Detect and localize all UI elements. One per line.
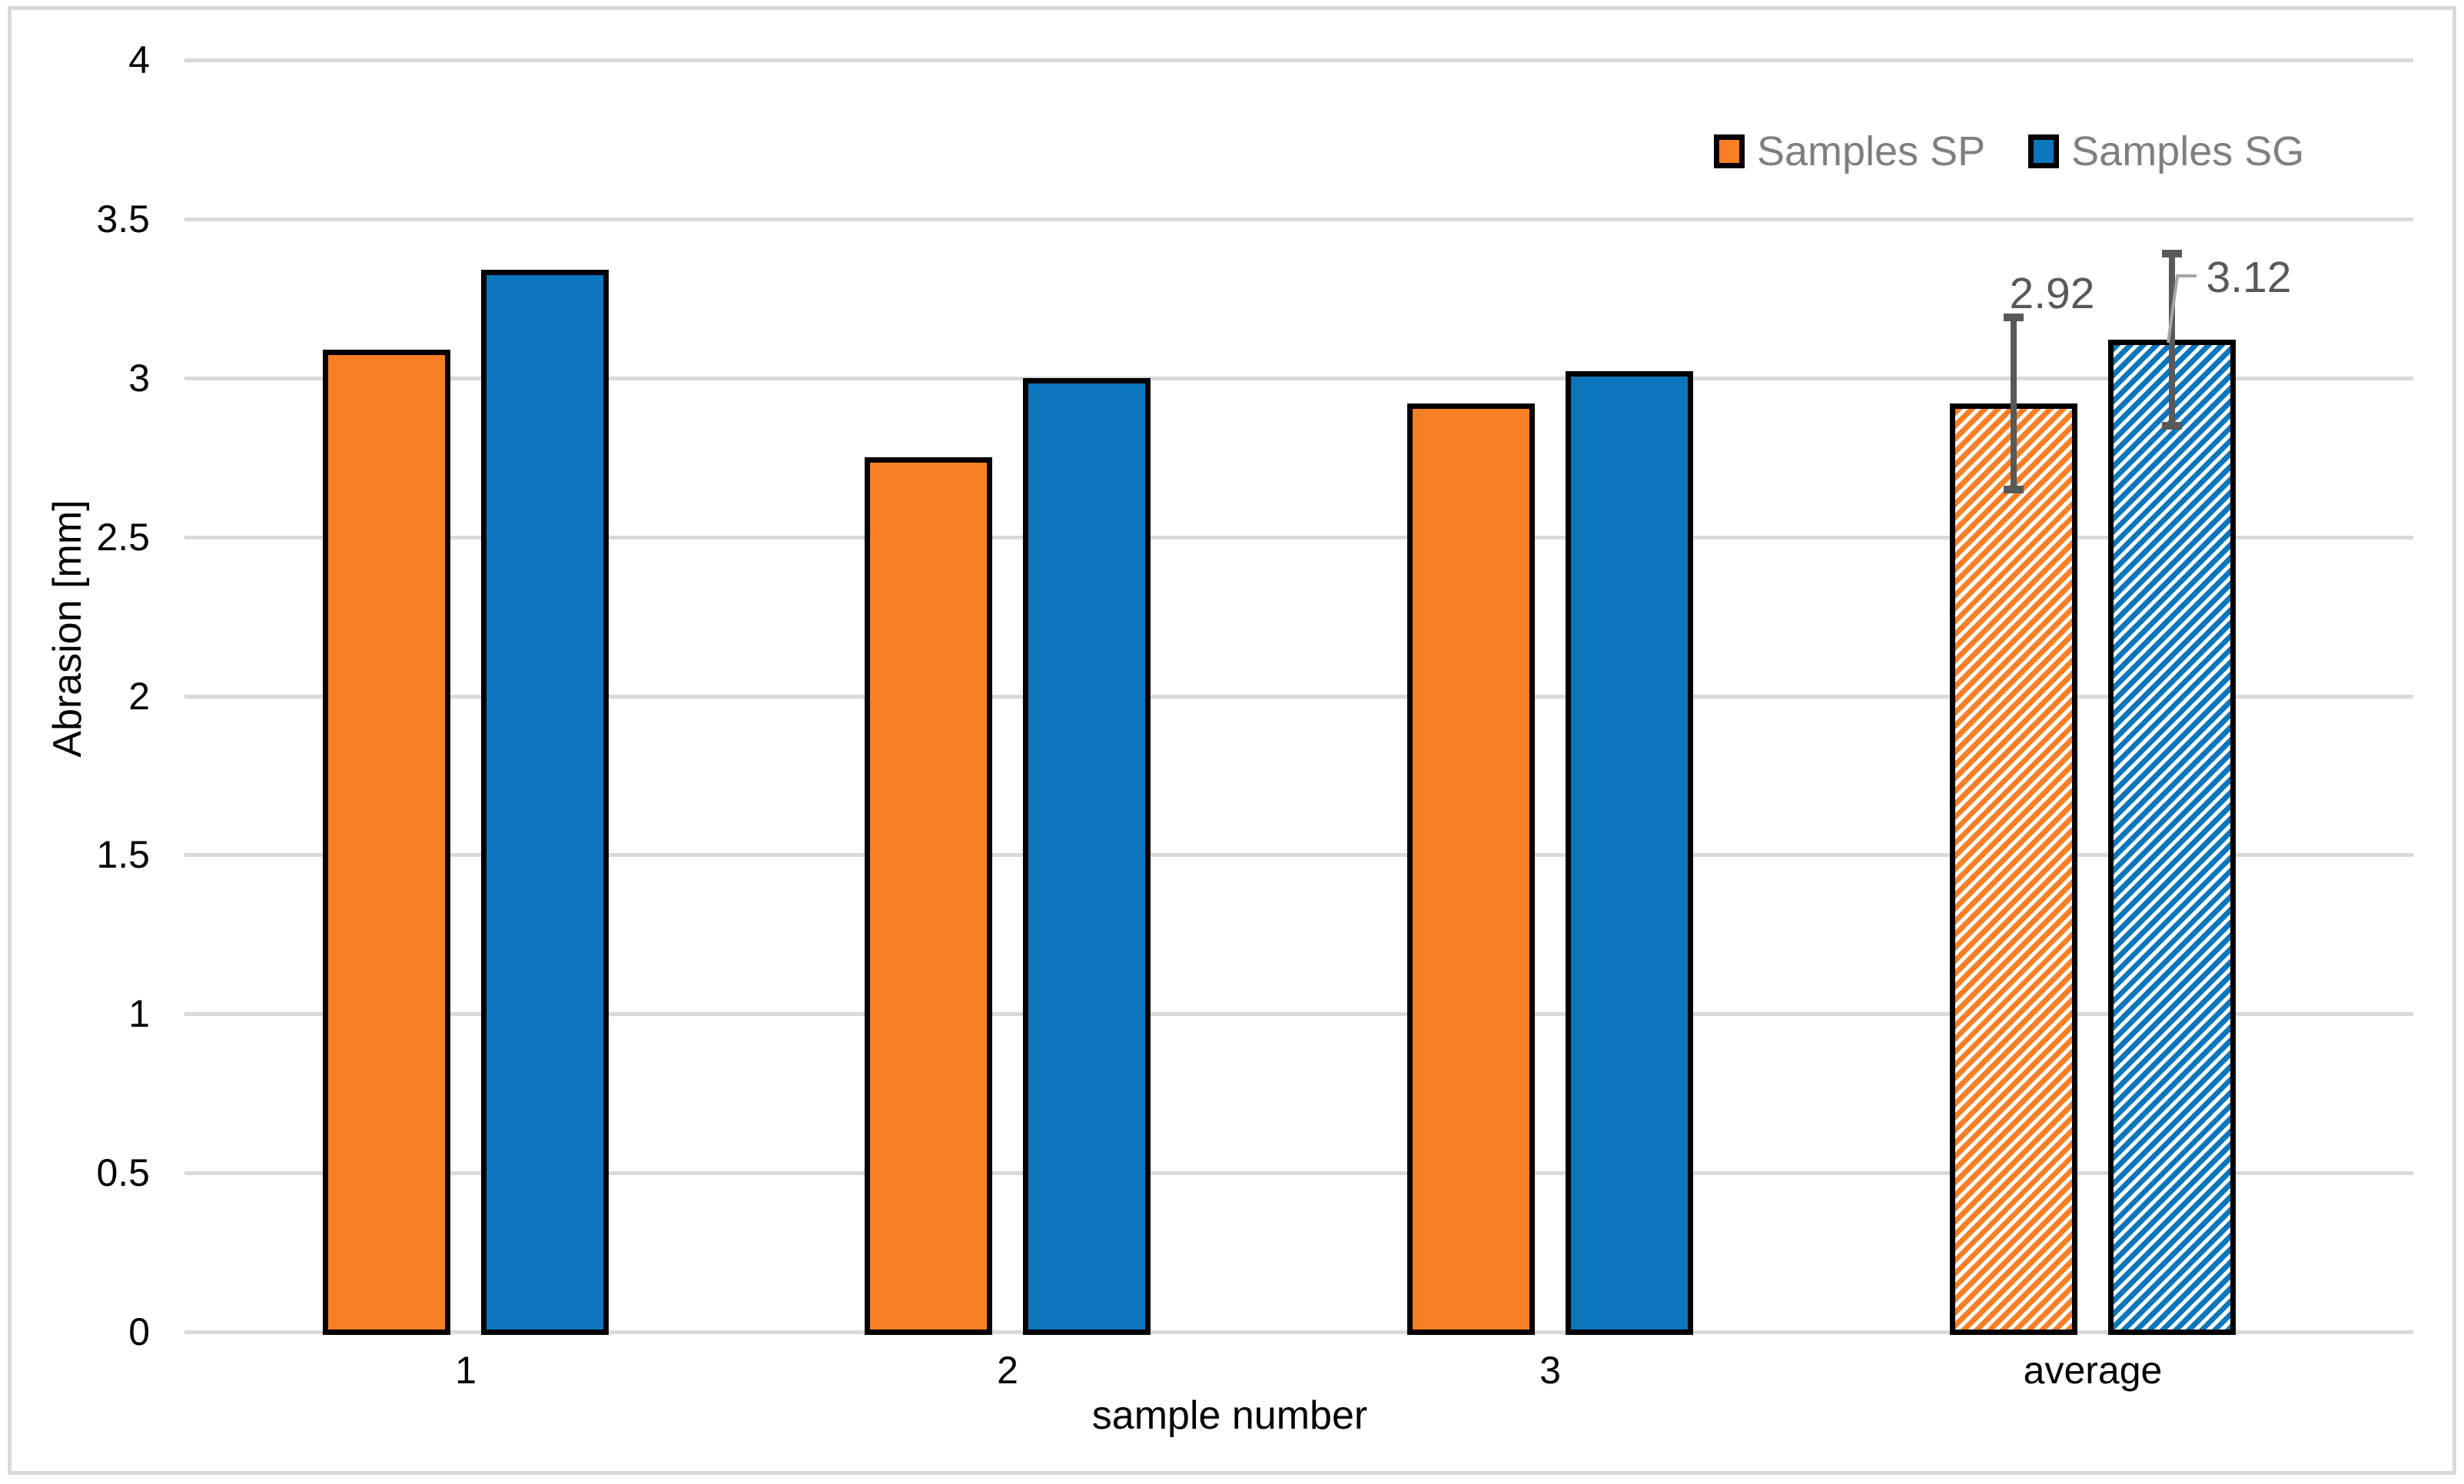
- y-gridline: [184, 535, 2413, 539]
- bar-samples-sg-3: [1566, 371, 1693, 1335]
- legend-swatch-samples-sp: [1714, 134, 1745, 168]
- y-axis-title: Abrasion [mm]: [45, 500, 90, 758]
- y-tick-label: 1: [128, 992, 150, 1036]
- bar-samples-sp-1: [323, 349, 450, 1335]
- y-tick-label: 2: [128, 674, 150, 718]
- bar-samples-sg-1: [481, 270, 609, 1335]
- error-bar-line: [2169, 254, 2175, 426]
- error-bar-line: [2011, 317, 2017, 490]
- y-tick-label: 0.5: [96, 1151, 150, 1195]
- data-label-3.12: 3.12: [2206, 253, 2292, 302]
- y-tick-label: 0: [128, 1310, 150, 1353]
- error-bar-cap-top: [2162, 250, 2182, 258]
- y-gridline: [184, 217, 2413, 221]
- bar-samples-sp-3: [1407, 403, 1535, 1335]
- legend-label-samples-sp: Samples SP: [1757, 128, 1986, 174]
- data-label-2.92: 2.92: [2009, 269, 2095, 318]
- y-gridline: [184, 694, 2413, 699]
- bar-samples-sp-average: [1950, 403, 2077, 1335]
- bar-samples-sp-2: [865, 457, 992, 1335]
- y-gridline: [184, 853, 2413, 858]
- legend-swatch-samples-sg: [2028, 134, 2060, 168]
- y-tick-label: 3: [128, 356, 150, 400]
- y-gridline: [184, 1012, 2413, 1017]
- bar-samples-sg-2: [1023, 377, 1151, 1335]
- bar-samples-sg-average: [2108, 340, 2236, 1335]
- legend-item-samples-sg: Samples SG: [2028, 128, 2304, 175]
- error-bar-cap-bottom: [2162, 421, 2182, 430]
- error-bar-cap-bottom: [2004, 485, 2024, 493]
- y-gridline: [184, 1330, 2413, 1334]
- y-gridline: [184, 1171, 2413, 1176]
- legend-item-samples-sp: Samples SP: [1714, 128, 1985, 175]
- error-bar-cap-top: [2004, 314, 2024, 322]
- legend-label-samples-sg: Samples SG: [2071, 128, 2305, 174]
- x-category-label: 1: [455, 1349, 477, 1392]
- x-category-label: 3: [1539, 1349, 1561, 1392]
- y-tick-label: 3.5: [96, 197, 150, 241]
- x-axis-title: sample number: [1091, 1393, 1368, 1438]
- y-tick-label: 1.5: [96, 833, 150, 877]
- y-tick-label: 2.5: [96, 515, 150, 559]
- x-category-label: 2: [997, 1349, 1018, 1392]
- y-tick-label: 4: [128, 38, 150, 81]
- y-gridline: [184, 58, 2413, 62]
- y-gridline: [184, 376, 2413, 380]
- legend: Samples SP Samples SG: [1714, 128, 2304, 175]
- x-category-label: average: [2023, 1349, 2163, 1392]
